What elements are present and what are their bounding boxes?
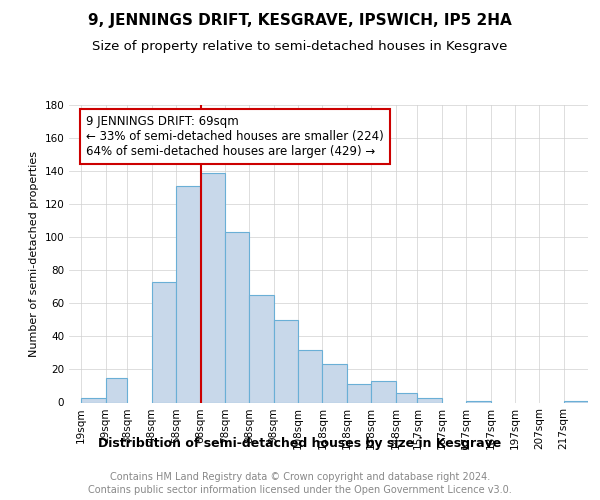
Bar	[466, 401, 491, 402]
Text: Contains public sector information licensed under the Open Government Licence v3: Contains public sector information licen…	[88, 485, 512, 495]
Bar	[250, 295, 274, 403]
Text: Contains HM Land Registry data © Crown copyright and database right 2024.: Contains HM Land Registry data © Crown c…	[110, 472, 490, 482]
Bar	[225, 232, 250, 402]
Bar	[395, 392, 418, 402]
Bar	[152, 282, 176, 403]
Bar	[418, 398, 442, 402]
Bar	[106, 378, 127, 402]
Bar	[81, 398, 106, 402]
Bar	[274, 320, 298, 402]
Bar	[200, 173, 225, 402]
Bar	[371, 381, 395, 402]
Bar	[176, 186, 200, 402]
Bar	[347, 384, 371, 402]
Bar	[322, 364, 347, 403]
Text: 9, JENNINGS DRIFT, KESGRAVE, IPSWICH, IP5 2HA: 9, JENNINGS DRIFT, KESGRAVE, IPSWICH, IP…	[88, 12, 512, 28]
Y-axis label: Number of semi-detached properties: Number of semi-detached properties	[29, 151, 39, 357]
Bar	[563, 401, 588, 402]
Text: Distribution of semi-detached houses by size in Kesgrave: Distribution of semi-detached houses by …	[98, 438, 502, 450]
Text: Size of property relative to semi-detached houses in Kesgrave: Size of property relative to semi-detach…	[92, 40, 508, 53]
Text: 9 JENNINGS DRIFT: 69sqm
← 33% of semi-detached houses are smaller (224)
64% of s: 9 JENNINGS DRIFT: 69sqm ← 33% of semi-de…	[86, 115, 384, 158]
Bar	[298, 350, 322, 403]
